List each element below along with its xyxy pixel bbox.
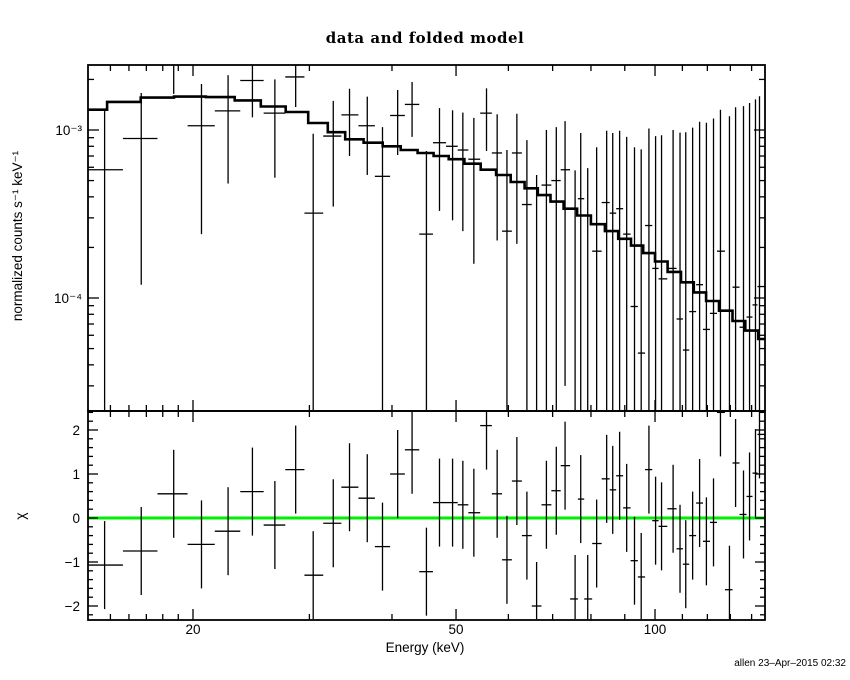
plot-title: data and folded model: [325, 29, 525, 47]
tick-label: −2: [65, 599, 80, 614]
axis-tick-labels: 20 50 100 10⁻³ 10⁻⁴ 2 1 0 −1 −2: [54, 123, 666, 637]
panel-border: [87, 410, 766, 621]
x-ticks: [109, 65, 753, 620]
y-axis-label-counts: normalized counts s⁻¹ keV⁻¹: [10, 150, 25, 322]
y-axis-label-chi: χ: [12, 512, 28, 520]
plot-credit-timestamp: allen 23–Apr–2015 02:32: [734, 658, 846, 669]
residual-data-points: [88, 411, 765, 619]
tick-label: 20: [185, 622, 200, 637]
panel-frames: [87, 64, 766, 621]
tick-label: −1: [65, 555, 80, 570]
y-ticks-spectrum: [88, 78, 765, 387]
tick-label: 1: [72, 467, 80, 482]
y-ticks-residuals: [88, 411, 765, 616]
model-step-path: [88, 95, 765, 341]
tick-label: 0: [72, 511, 80, 526]
tick-label: 2: [72, 423, 80, 438]
tick-label: 10⁻⁴: [54, 291, 82, 306]
x-axis-label: Energy (keV): [385, 640, 465, 655]
folded-model-line: [88, 95, 765, 341]
tick-label: 10⁻³: [55, 123, 82, 138]
spectrum-data-points: [88, 65, 765, 410]
tick-label: 100: [644, 622, 667, 637]
tick-label: 50: [449, 622, 464, 637]
